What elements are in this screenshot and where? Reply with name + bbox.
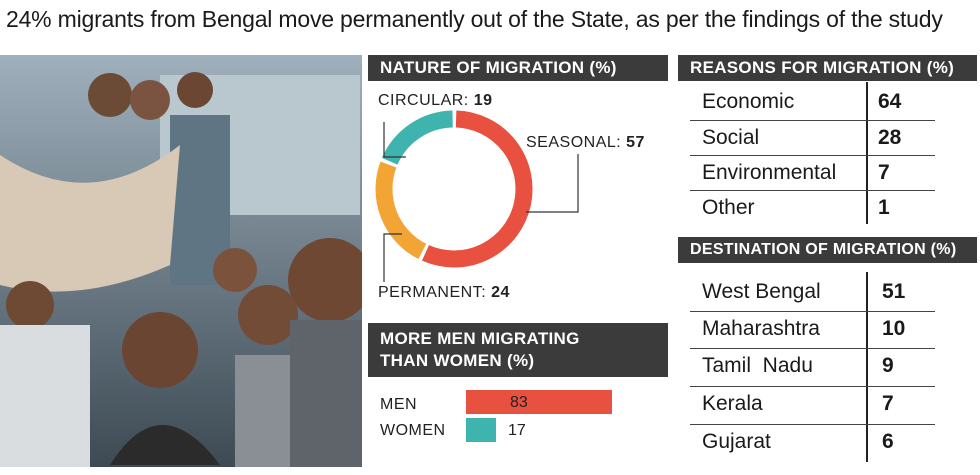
reason-label: Other	[702, 196, 755, 219]
destination-row-gujarat: Gujarat 6	[702, 424, 972, 460]
destination-header: DESTINATION OF MIGRATION (%)	[678, 237, 977, 263]
gender-title-line1: MORE MEN MIGRATING	[380, 329, 580, 348]
permanent-leader-line	[383, 233, 402, 282]
donut-slice-seasonal	[422, 110, 533, 268]
destination-column-divider	[866, 272, 868, 462]
headline: 24% migrants from Bengal move permanentl…	[6, 6, 943, 32]
reason-value: 7	[878, 161, 890, 184]
men-bar	[466, 390, 612, 414]
reason-label: Social	[702, 126, 760, 149]
men-value: 83	[510, 394, 528, 411]
circular-leader-line	[383, 122, 406, 158]
destination-value: 9	[882, 354, 894, 377]
nature-donut-chart: CIRCULAR: 19 SEASONAL: 57 PERMANENT: 24	[366, 82, 676, 322]
destination-label: West Bengal	[702, 280, 821, 303]
destination-value: 6	[882, 430, 894, 453]
seasonal-leader-line	[526, 154, 579, 213]
women-label: WOMEN	[380, 422, 446, 439]
migrants-train-photo	[0, 55, 362, 467]
row-divider	[690, 386, 935, 387]
seasonal-label: SEASONAL: 57	[526, 134, 645, 151]
gender-header: MORE MEN MIGRATING THAN WOMEN (%)	[368, 323, 668, 377]
destination-value: 7	[882, 392, 894, 415]
destination-label: Tamil Nadu	[702, 354, 813, 377]
reason-row-environmental: Environmental 7	[702, 155, 972, 191]
reason-row-social: Social 28	[702, 120, 972, 156]
row-divider	[690, 155, 935, 156]
destination-label: Gujarat	[702, 430, 771, 453]
destination-value: 51	[882, 280, 906, 303]
destination-row-west-bengal: West Bengal 51	[702, 274, 972, 310]
row-divider	[690, 311, 935, 312]
men-label: MEN	[380, 396, 418, 413]
reasons-column-divider	[866, 82, 868, 224]
reason-value: 28	[878, 126, 902, 149]
reason-row-other: Other 1	[702, 190, 972, 226]
gender-title-line2: THAN WOMEN (%)	[380, 351, 535, 370]
reasons-header: REASONS FOR MIGRATION (%)	[678, 55, 977, 81]
reason-label: Economic	[702, 90, 795, 113]
nature-header: NATURE OF MIGRATION (%)	[368, 55, 668, 81]
donut-slice-circular	[381, 110, 454, 165]
row-divider	[690, 190, 935, 191]
row-divider	[690, 424, 935, 425]
permanent-label: PERMANENT: 24	[378, 284, 510, 301]
donut-slice-permanent	[375, 161, 427, 259]
women-value: 17	[508, 422, 526, 439]
reason-row-economic: Economic 64	[702, 84, 972, 120]
row-divider	[690, 348, 935, 349]
reason-label: Environmental	[702, 161, 837, 184]
circular-label: CIRCULAR: 19	[378, 92, 493, 109]
row-divider	[690, 120, 935, 121]
destination-label: Kerala	[702, 392, 763, 415]
destination-row-kerala: Kerala 7	[702, 386, 972, 422]
destination-row-maharashtra: Maharashtra 10	[702, 311, 972, 347]
destination-row-tamil-nadu: Tamil Nadu 9	[702, 348, 972, 384]
women-bar	[466, 418, 496, 442]
reason-value: 1	[878, 196, 890, 219]
reason-value: 64	[878, 90, 902, 113]
destination-value: 10	[882, 317, 906, 340]
destination-label: Maharashtra	[702, 317, 820, 340]
